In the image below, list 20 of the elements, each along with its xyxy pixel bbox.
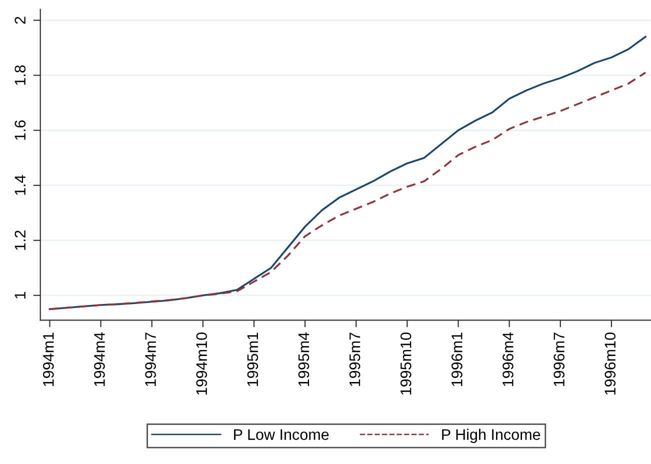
x-tick-label: 1995m7 (349, 332, 360, 386)
x-tick-label: 1994m7 (145, 332, 156, 386)
x-tick-label: 1994m4 (94, 332, 105, 386)
y-tick-label: 2 (14, 16, 26, 24)
x-tick-label: 1994m10 (196, 332, 208, 394)
x-tick-label: 1995m10 (400, 332, 412, 394)
x-tick-label: 1996m4 (502, 332, 514, 386)
x-tick-label: 1996m7 (554, 332, 564, 386)
x-tick-label: 1995m4 (298, 332, 310, 386)
legend-label: P Low Income (234, 429, 329, 440)
y-tick-label: 1 (14, 292, 26, 298)
legend-label: P High Income (442, 428, 540, 443)
y-tick-label: 1.8 (14, 65, 26, 85)
y-tick-label: 1.2 (14, 230, 26, 250)
y-tick-label: 1.6 (14, 120, 26, 140)
x-tick-label: 1995m1 (247, 332, 258, 386)
y-tick-label: 1.4 (14, 175, 26, 195)
x-tick-label: 1996m1 (452, 332, 462, 386)
x-tick-label: 1994m1 (43, 332, 54, 386)
x-tick-label: 1996m10 (604, 332, 616, 394)
